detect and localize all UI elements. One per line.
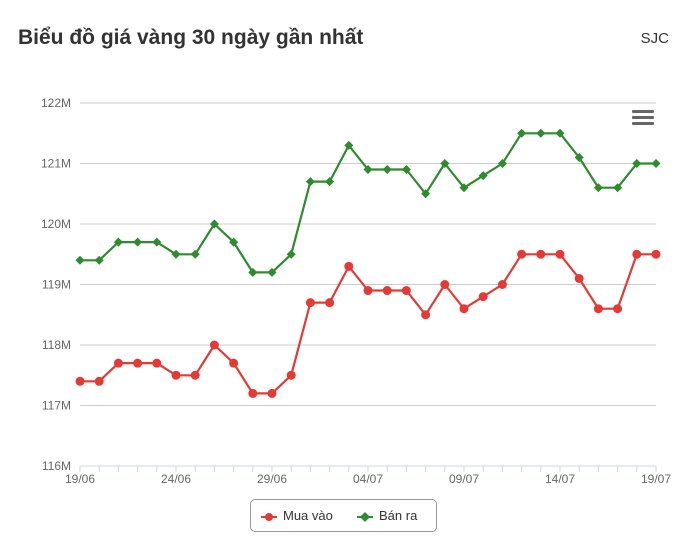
- y-tick-label: 122M: [41, 96, 71, 110]
- data-point-sell: [440, 159, 450, 168]
- data-point-sell: [651, 159, 661, 168]
- data-point-buy: [536, 249, 546, 259]
- data-point-buy: [651, 249, 661, 259]
- diamond-marker-icon: [360, 512, 370, 522]
- data-point-buy: [94, 376, 104, 386]
- data-point-sell: [574, 152, 584, 162]
- data-point-sell: [305, 177, 315, 187]
- data-point-buy: [613, 304, 623, 314]
- data-point-sell: [75, 255, 85, 265]
- data-point-buy: [229, 358, 239, 368]
- data-point-sell: [190, 249, 200, 259]
- data-point-buy: [325, 298, 335, 308]
- data-point-buy: [248, 388, 258, 398]
- data-point-buy: [152, 358, 162, 368]
- data-point-buy: [440, 280, 450, 289]
- data-point-buy: [344, 261, 354, 271]
- circle-marker-icon: [265, 513, 273, 521]
- data-point-buy: [190, 370, 200, 380]
- x-tick-label: 29/06: [257, 472, 287, 486]
- data-point-buy: [267, 388, 277, 398]
- data-point-sell: [421, 189, 431, 199]
- y-tick-label: 119M: [42, 278, 71, 292]
- data-point-buy: [209, 340, 219, 350]
- x-tick-label: 09/07: [449, 472, 479, 486]
- data-point-buy: [382, 286, 392, 296]
- data-point-sell: [113, 237, 123, 247]
- x-tick-label: 04/07: [353, 472, 383, 486]
- data-point-sell: [555, 128, 565, 138]
- data-point-buy: [574, 273, 584, 283]
- data-point-buy: [632, 249, 642, 259]
- grid-lines: [80, 102, 656, 467]
- data-point-buy: [286, 370, 296, 380]
- data-point-buy: [478, 292, 488, 302]
- data-point-sell: [94, 255, 104, 265]
- data-point-sell: [344, 140, 354, 150]
- data-point-sell: [133, 237, 143, 247]
- x-tick-label: 24/06: [161, 472, 191, 486]
- x-axis: 19/06 24/06 29/06 04/07 09/07 14/07 19/07: [65, 465, 671, 486]
- data-point-buy: [555, 249, 565, 259]
- chart-legend: Mua vào Bán ra: [250, 499, 437, 532]
- data-point-buy: [401, 286, 411, 296]
- hamburger-menu-icon[interactable]: [632, 110, 654, 128]
- y-axis-ticks: 116M 117M 118M 119M 120M 121M 122M: [41, 96, 71, 473]
- data-point-buy: [459, 304, 469, 314]
- data-point-sell: [382, 165, 392, 175]
- data-point-sell: [517, 128, 527, 138]
- y-tick-label: 118M: [42, 338, 71, 352]
- data-point-sell: [286, 249, 296, 259]
- brand-label: SJC: [640, 30, 669, 47]
- data-point-buy: [171, 370, 181, 380]
- legend-label-sell: Bán ra: [379, 508, 418, 523]
- y-tick-label: 116M: [42, 459, 71, 473]
- data-point-buy: [133, 358, 143, 368]
- x-tick-label: 14/07: [545, 472, 575, 486]
- data-point-sell: [229, 237, 239, 247]
- legend-label-buy: Mua vào: [283, 508, 333, 523]
- series-line-1: [80, 132, 656, 274]
- data-point-sell: [267, 267, 277, 277]
- data-point-buy: [113, 358, 123, 368]
- data-point-sell: [325, 177, 335, 187]
- data-point-sell: [632, 159, 642, 168]
- data-point-buy: [305, 298, 315, 308]
- data-point-sell: [613, 183, 623, 193]
- data-point-sell: [478, 171, 488, 181]
- chart-title: Biểu đồ giá vàng 30 ngày gần nhất: [18, 26, 364, 49]
- y-tick-label: 121M: [41, 157, 71, 171]
- data-point-sell: [536, 128, 546, 138]
- data-point-buy: [517, 249, 527, 259]
- series-layer: [75, 128, 661, 398]
- x-tick-label: 19/07: [641, 472, 671, 486]
- y-tick-label: 117M: [42, 399, 71, 413]
- x-tick-label: 19/06: [65, 472, 95, 486]
- data-point-sell: [459, 183, 469, 193]
- data-point-buy: [421, 310, 431, 320]
- data-point-buy: [593, 304, 603, 314]
- data-point-buy: [363, 286, 373, 296]
- data-point-sell: [152, 237, 162, 247]
- series-line-0: [80, 253, 656, 395]
- data-point-sell: [363, 165, 373, 175]
- data-point-buy: [75, 376, 85, 386]
- y-tick-label: 120M: [41, 217, 71, 231]
- data-point-sell: [401, 165, 411, 175]
- data-point-sell: [593, 183, 603, 193]
- data-point-sell: [248, 267, 258, 277]
- data-point-sell: [171, 249, 181, 259]
- data-point-sell: [209, 219, 219, 229]
- data-point-sell: [497, 159, 507, 168]
- data-point-buy: [497, 280, 507, 289]
